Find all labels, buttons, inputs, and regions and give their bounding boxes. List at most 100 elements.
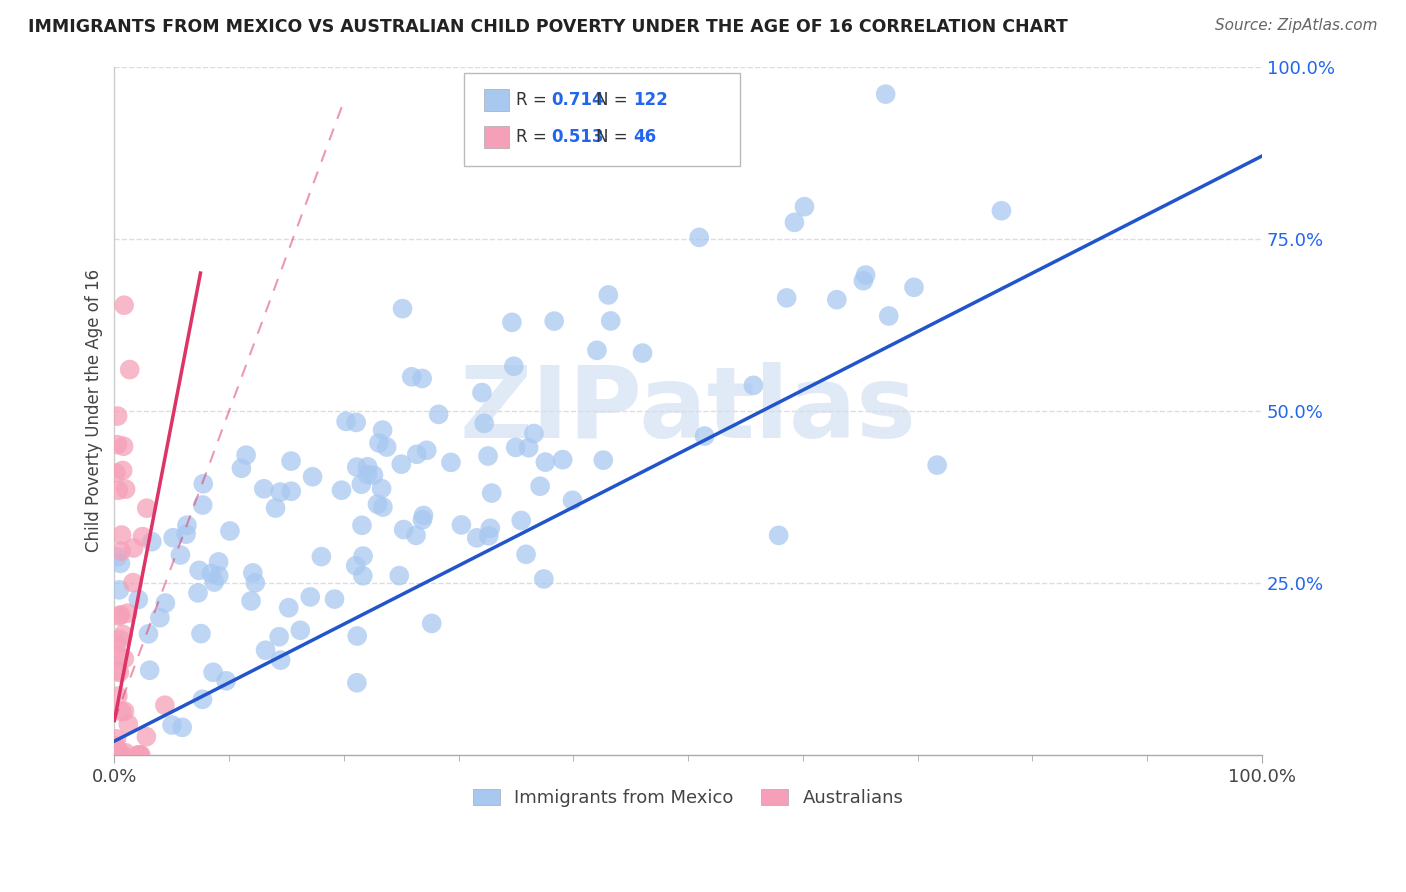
Point [311, 549, 333, 564]
Point [253, 482, 276, 496]
Point [392, 523, 415, 537]
Point [108, 665, 131, 680]
Point [112, 439, 135, 453]
Point [586, 343, 609, 358]
Point [366, 497, 388, 511]
Point [191, 498, 214, 512]
Point [200, 566, 222, 581]
Point [375, 440, 398, 454]
Point [517, 441, 540, 455]
Point [323, 592, 346, 607]
Point [174, 527, 197, 541]
Point [104, 466, 127, 480]
Point [903, 280, 925, 294]
Point [254, 643, 277, 657]
Point [405, 528, 427, 542]
Point [117, 606, 139, 620]
Point [235, 448, 257, 462]
Point [107, 409, 129, 423]
Point [128, 747, 150, 762]
Point [112, 627, 135, 641]
Point [533, 572, 555, 586]
Point [280, 454, 302, 468]
Point [270, 653, 292, 667]
Point [187, 586, 209, 600]
Point [592, 453, 614, 467]
Text: ZIPatlas: ZIPatlas [460, 362, 917, 459]
Point [775, 291, 797, 305]
Point [277, 600, 299, 615]
Point [172, 720, 194, 734]
Point [523, 426, 546, 441]
Bar [484, 89, 509, 112]
Point [110, 544, 132, 558]
Point [389, 457, 412, 471]
Point [440, 455, 463, 469]
Point [190, 626, 212, 640]
Point [105, 747, 128, 762]
Text: 0.513: 0.513 [551, 128, 605, 145]
Point [299, 590, 322, 604]
Point [110, 528, 132, 542]
Point [534, 455, 557, 469]
Point [264, 501, 287, 516]
Point [118, 362, 141, 376]
Point [191, 692, 214, 706]
Point [127, 747, 149, 762]
Point [505, 441, 527, 455]
Point [280, 484, 302, 499]
Point [363, 468, 385, 483]
Point [551, 452, 574, 467]
Point [471, 385, 494, 400]
Point [149, 611, 172, 625]
Point [599, 314, 621, 328]
Point [207, 555, 229, 569]
Point [129, 747, 152, 762]
Point [346, 675, 368, 690]
FancyBboxPatch shape [464, 73, 740, 167]
Point [105, 437, 128, 451]
Point [415, 443, 437, 458]
Point [107, 689, 129, 703]
Point [515, 547, 537, 561]
Point [502, 359, 524, 374]
Point [131, 530, 153, 544]
Point [472, 417, 495, 431]
Point [371, 500, 394, 514]
Point [927, 458, 949, 472]
Text: N =: N = [596, 128, 633, 145]
Point [465, 531, 488, 545]
Point [631, 346, 654, 360]
Point [176, 518, 198, 533]
Point [561, 493, 583, 508]
Point [108, 747, 131, 762]
Point [875, 87, 897, 102]
Point [543, 314, 565, 328]
Point [352, 568, 374, 582]
Point [117, 717, 139, 731]
Point [231, 461, 253, 475]
Text: R =: R = [516, 128, 553, 145]
Point [330, 483, 353, 498]
Point [208, 569, 231, 583]
Point [135, 730, 157, 744]
Point [501, 315, 523, 329]
Point [108, 648, 131, 662]
Point [688, 230, 710, 244]
Point [783, 215, 806, 229]
Point [202, 574, 225, 589]
Point [450, 517, 472, 532]
Text: N =: N = [596, 91, 633, 110]
Point [122, 541, 145, 555]
Point [356, 467, 378, 482]
Point [110, 557, 132, 571]
Point [301, 469, 323, 483]
Point [127, 592, 149, 607]
Point [112, 651, 135, 665]
Point [122, 575, 145, 590]
Point [477, 449, 499, 463]
Point [427, 408, 450, 422]
Point [825, 293, 848, 307]
Point [215, 673, 238, 688]
Point [141, 534, 163, 549]
